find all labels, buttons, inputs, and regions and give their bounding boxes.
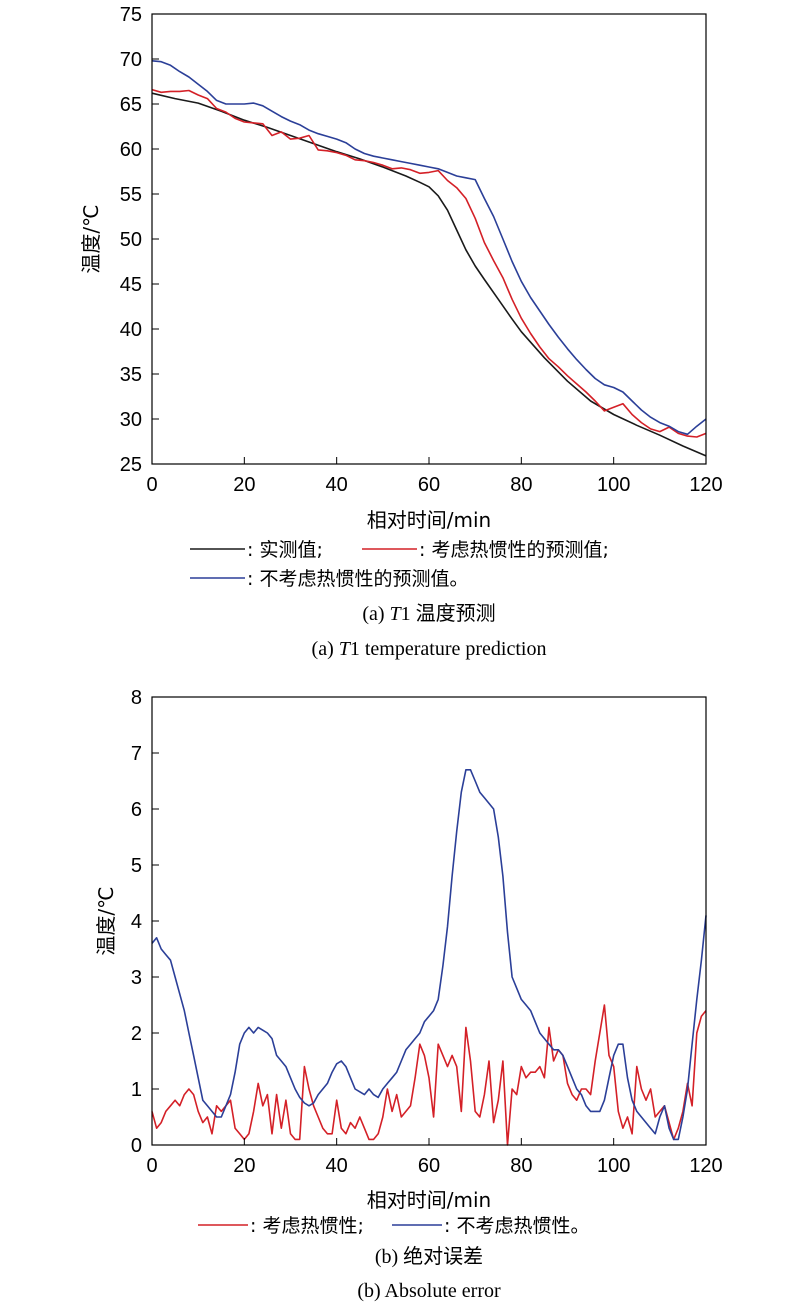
chart-b-series	[151, 768, 707, 1146]
chart-a-ytick-label: 75	[120, 4, 142, 26]
chart-a-series-with-inertia	[151, 88, 707, 438]
chart-a-legend-label-measured: : 实测值;	[247, 539, 323, 561]
chart-a-ytick-label: 55	[120, 184, 142, 206]
chart-a-ytick-label: 25	[120, 454, 142, 476]
chart-b-xtick-label: 60	[418, 1155, 440, 1177]
chart-a-xtick-label: 80	[510, 474, 532, 496]
chart-a-xtick-label: 0	[146, 474, 157, 496]
chart-a-ytick-label: 40	[120, 319, 142, 341]
chart-b-xtick-label: 0	[146, 1155, 157, 1177]
chart-a-plot-frame	[151, 13, 707, 465]
chart-a-ytick-label: 30	[120, 409, 142, 431]
chart-a-series-measured	[151, 92, 707, 457]
chart-a-legend-label-without-inertia: : 不考虑热惯性的预测值。	[247, 568, 468, 590]
chart-b-ytick-label: 1	[131, 1079, 142, 1101]
chart-b-ytick-label: 3	[131, 967, 142, 989]
chart-a-xtick-label: 20	[233, 474, 255, 496]
chart-a-xlabel: 相对时间/min	[367, 508, 491, 532]
chart-b-legend-label-without-inertia: : 不考虑热惯性。	[444, 1215, 589, 1237]
chart-b-legend: : 考虑热惯性; : 不考虑热惯性。	[198, 1215, 589, 1237]
chart-a-ytick-label: 70	[120, 49, 142, 71]
chart-a-caption-en: (a) T1 temperature prediction	[312, 638, 547, 660]
chart-b-ytick-label: 6	[131, 799, 142, 821]
chart-b-xtick-label: 80	[510, 1155, 532, 1177]
chart-b-legend-label-with-inertia: : 考虑热惯性;	[250, 1215, 364, 1237]
chart-b: 0 20 40 60 80 100 120 0 1 2 3 4 5 6 7 8 相对时间/min 温度/℃ :…	[94, 687, 723, 1302]
chart-a-ytick-label: 50	[120, 229, 142, 251]
chart-a-ytick-label: 35	[120, 364, 142, 386]
chart-b-xtick-label: 120	[689, 1155, 722, 1177]
chart-a-ylabel: 温度/℃	[79, 204, 103, 273]
chart-a: 0 20 40 60 80 100 120 25 30 35 40 45 50 55 60 65 70 75 相对…	[79, 4, 723, 660]
chart-b-xtick-label: 40	[326, 1155, 348, 1177]
chart-b-xtick-label: 20	[233, 1155, 255, 1177]
chart-b-ytick-label: 5	[131, 855, 142, 877]
chart-a-xtick-label: 40	[326, 474, 348, 496]
chart-a-ytick-label: 45	[120, 274, 142, 296]
chart-a-ytick-label: 65	[120, 94, 142, 116]
chart-b-caption-en: (b) Absolute error	[357, 1280, 501, 1302]
chart-b-ytick-label: 7	[131, 743, 142, 765]
chart-b-ytick-label: 2	[131, 1023, 142, 1045]
chart-b-series-without-inertia	[151, 768, 707, 1141]
chart-a-series	[151, 60, 707, 457]
chart-a-xtick-label: 60	[418, 474, 440, 496]
chart-b-ytick-label: 8	[131, 687, 142, 709]
chart-a-series-without-inertia	[151, 60, 707, 436]
chart-b-caption-cn: (b) 绝对误差	[375, 1245, 483, 1268]
chart-b-xlabel: 相对时间/min	[367, 1188, 491, 1212]
chart-b-ytick-label: 4	[131, 911, 142, 933]
chart-a-ticks: 0 20 40 60 80 100 120 25 30 35 40 45 50 55 60 65 70 75	[120, 4, 723, 496]
chart-a-legend: : 实测值; : 考虑热惯性的预测值; : 不考虑热惯性的预测值。	[190, 539, 609, 590]
chart-a-xtick-label: 100	[597, 474, 630, 496]
chart-a-legend-label-with-inertia: : 考虑热惯性的预测值;	[419, 539, 609, 561]
chart-b-ylabel: 温度/℃	[94, 886, 118, 955]
chart-b-xtick-label: 100	[597, 1155, 630, 1177]
chart-b-ytick-label: 0	[131, 1135, 142, 1157]
chart-a-xtick-label: 120	[689, 474, 722, 496]
chart-a-ytick-label: 60	[120, 139, 142, 161]
chart-a-caption-cn: (a) T1 温度预测	[362, 602, 495, 625]
chart-b-ticks: 0 20 40 60 80 100 120 0 1 2 3 4 5 6 7 8	[131, 687, 723, 1177]
